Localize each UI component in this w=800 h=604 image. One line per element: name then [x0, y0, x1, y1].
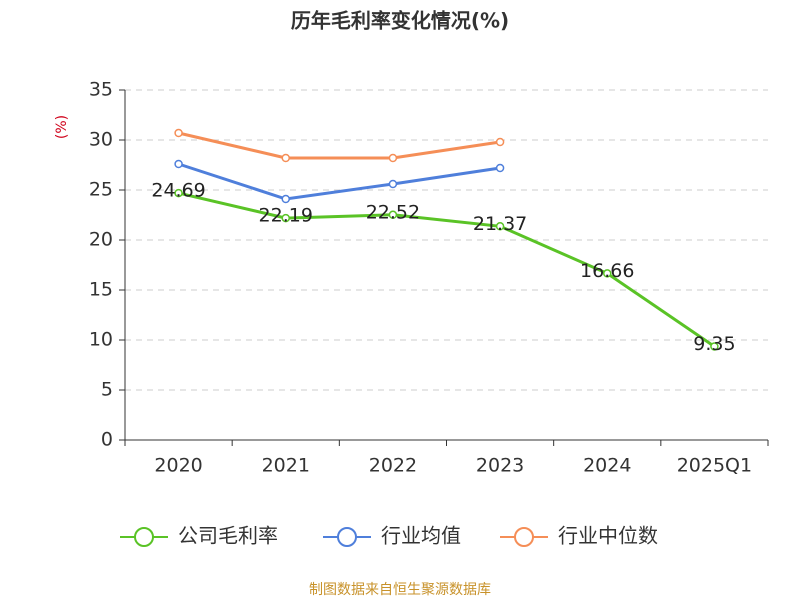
- data-label: 16.66: [580, 260, 634, 282]
- y-tick-label: 5: [101, 379, 113, 401]
- chart-title: 历年毛利率变化情况(%): [291, 9, 509, 33]
- y-tick-label: 0: [101, 429, 113, 451]
- x-tick-label: 2021: [262, 455, 310, 477]
- x-tick-label: 2025Q1: [677, 455, 752, 477]
- legend-marker: [337, 527, 357, 547]
- data-label: 24.69: [151, 180, 205, 202]
- point: [388, 179, 398, 189]
- y-axis-label: (%): [54, 115, 70, 139]
- y-tick-label: 30: [89, 129, 113, 151]
- point: [281, 153, 290, 163]
- data-label: 22.52: [366, 201, 420, 223]
- y-tick-label: 25: [89, 179, 113, 201]
- point: [603, 269, 612, 278]
- point: [710, 342, 719, 351]
- point: [174, 128, 183, 138]
- series-line: [178, 162, 501, 201]
- point: [174, 188, 183, 198]
- data-label: 22.19: [259, 205, 313, 227]
- point: [388, 153, 398, 163]
- data-label: 21.37: [473, 213, 527, 235]
- point: [495, 163, 505, 173]
- series-line: [178, 131, 501, 160]
- x-tick-label: 2024: [583, 455, 631, 477]
- point: [281, 213, 290, 223]
- y-tick-label: 10: [89, 329, 113, 351]
- y-tick-label: 15: [89, 279, 113, 301]
- y-tick-label: 20: [89, 229, 113, 251]
- point: [281, 194, 290, 204]
- x-tick-label: 2022: [369, 455, 417, 477]
- x-tick-label: 2020: [154, 455, 202, 477]
- point: [495, 137, 505, 147]
- legend-marker: [134, 527, 154, 547]
- legend-label: 公司毛利率: [178, 524, 278, 548]
- x-tick-label: 2023: [476, 455, 524, 477]
- data-label: 9.35: [693, 333, 735, 355]
- legend-label: 行业均值: [381, 524, 461, 548]
- series-line: [178, 191, 716, 348]
- point: [495, 222, 505, 231]
- legend-label: 行业中位数: [558, 524, 658, 548]
- legend-marker: [514, 527, 534, 547]
- point: [174, 159, 183, 169]
- point: [388, 210, 398, 220]
- y-tick-label: 35: [89, 79, 113, 101]
- source-note: 制图数据来自恒生聚源数据库: [309, 582, 491, 598]
